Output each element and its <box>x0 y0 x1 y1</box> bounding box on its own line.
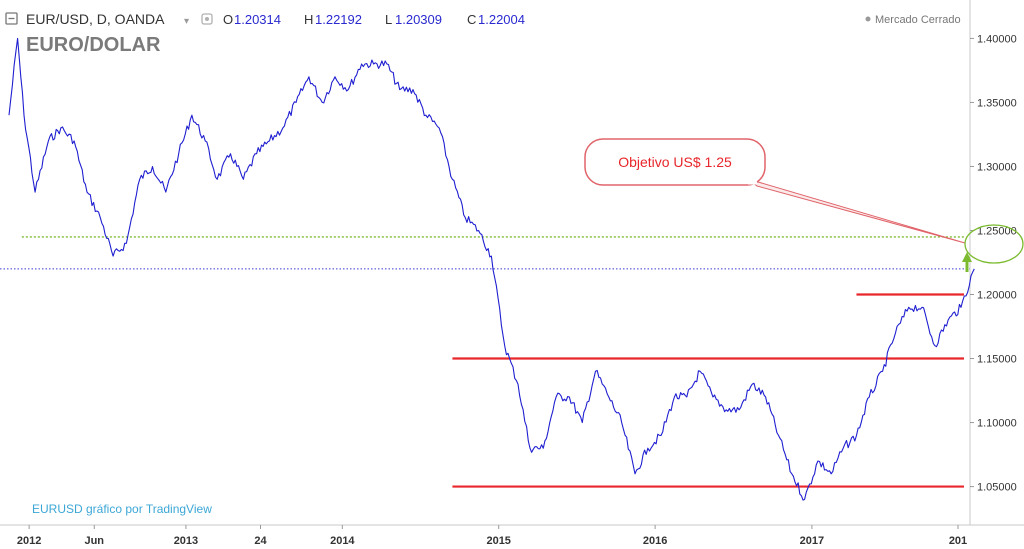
chart-title: EURO/DOLAR <box>26 34 161 56</box>
series-layer <box>8 37 975 501</box>
eurusd-price-line <box>8 37 975 501</box>
horizontal-lines <box>0 236 970 488</box>
high-label: H <box>304 12 313 27</box>
x-tick-label: 2012 <box>17 535 41 547</box>
close-value: 1.22004 <box>478 12 525 27</box>
target-label-highlight <box>964 224 1024 264</box>
x-tick-label: 2015 <box>486 535 510 547</box>
up-arrow-icon <box>962 252 972 272</box>
y-tick-label: 1.35000 <box>977 97 1017 109</box>
y-tick-label: 1.40000 <box>977 33 1017 45</box>
x-axis-ticks: 2012 Jun 2013 24 2014 2015 2016 2017 201 <box>17 525 967 547</box>
symbol-label[interactable]: EUR/USD, D, OANDA <box>26 11 165 27</box>
target-callout[interactable]: Objetivo US$ 1.25 <box>584 138 966 244</box>
collapse-icon[interactable] <box>5 12 18 25</box>
low-value: 1.20309 <box>395 12 442 27</box>
eye-icon[interactable] <box>201 13 213 25</box>
y-tick-label: 1.25000 <box>977 225 1017 237</box>
open-value: 1.20314 <box>234 12 281 27</box>
open-label: O <box>223 12 233 27</box>
callout-box <box>584 138 766 186</box>
y-tick-label: 1.10000 <box>977 418 1017 430</box>
y-tick-label: 1.30000 <box>977 161 1017 173</box>
eye-icon-pupil <box>205 17 209 21</box>
x-tick-label: 2016 <box>643 535 667 547</box>
y-tick-label: 1.20000 <box>977 290 1017 302</box>
low-label: L <box>385 12 392 27</box>
y-tick-label: 1.15000 <box>977 354 1017 366</box>
watermark: EURUSD gráfico por TradingView <box>32 502 212 516</box>
y-tick-label: 1.05000 <box>977 482 1017 494</box>
x-tick-label: Jun <box>84 535 104 547</box>
market-status: Mercado Cerrado <box>875 14 961 26</box>
x-tick-label: 201 <box>949 535 967 547</box>
high-value: 1.22192 <box>315 12 362 27</box>
market-status-dot <box>865 16 871 22</box>
x-tick-label: 24 <box>254 535 267 547</box>
x-tick-label: 2013 <box>174 535 198 547</box>
header-bar: EUR/USD, D, OANDA ▾ O 1.20314 H 1.22192 … <box>5 11 961 27</box>
callout-text: Objetivo US$ 1.25 <box>618 154 732 170</box>
close-label: C <box>467 12 476 27</box>
x-tick-label: 2017 <box>800 535 824 547</box>
x-tick-label: 2014 <box>330 535 355 547</box>
y-axis-ticks: 1.40000 1.35000 1.30000 1.25000 1.20000 1.150… <box>970 33 1017 494</box>
symbol-dropdown-icon[interactable]: ▾ <box>184 16 189 27</box>
